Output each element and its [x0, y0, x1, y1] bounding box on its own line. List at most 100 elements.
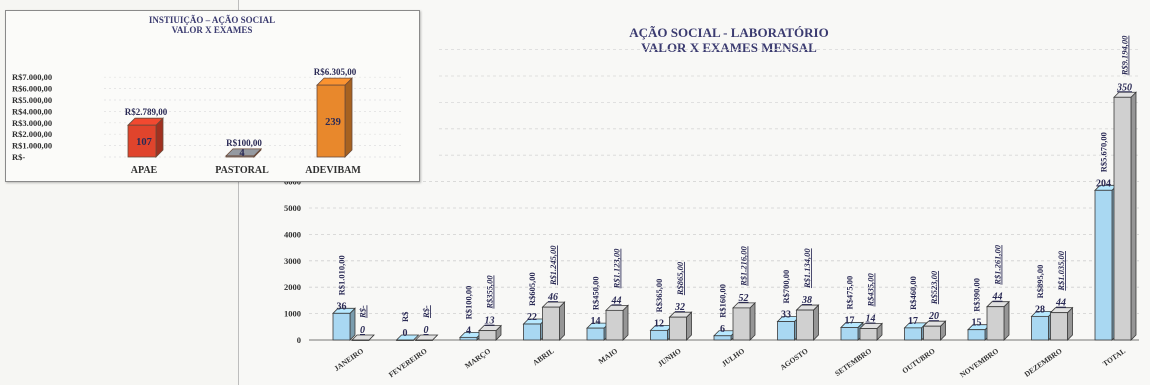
- valor-bar-side: [559, 301, 565, 341]
- institution-category-label: APAE: [131, 165, 158, 176]
- valor-count-label: 0: [360, 325, 365, 336]
- valor-bar: [605, 304, 629, 341]
- valor-bar-front: [478, 330, 497, 341]
- exames-value-label: R$1.010,00: [337, 255, 347, 295]
- valor-value-label: R$-: [358, 305, 368, 319]
- exames-bar-front: [459, 336, 478, 341]
- valor-bar-front: [796, 309, 814, 341]
- valor-bar: [1113, 91, 1137, 341]
- exames-count-label: 28: [1035, 304, 1045, 315]
- valor-bar-front: [732, 307, 751, 341]
- valor-bar-front: [669, 316, 687, 341]
- month-category-label: DEZEMBRO: [1023, 346, 1064, 379]
- y-tick-label: 2000: [284, 282, 301, 292]
- month-category-label: JANEIRO: [332, 346, 365, 373]
- valor-value-label: R$1.216,00: [739, 245, 749, 286]
- valor-count-label: 46: [547, 292, 558, 303]
- institution-value-label: R$6.305,00: [314, 67, 357, 77]
- valor-value-label: R$1.245,00: [548, 245, 558, 286]
- institution-bar: [316, 77, 353, 158]
- institution-bar-front: [225, 155, 255, 158]
- exames-value-label: R$: [400, 311, 410, 322]
- exames-count-label: 36: [337, 301, 347, 312]
- exames-bar: [332, 307, 356, 341]
- valor-bar-side: [1003, 300, 1010, 341]
- exames-value-label: R$365,00: [654, 279, 664, 313]
- exames-bar-front: [586, 327, 605, 341]
- main-title-line2: VALOR X EXAMES MENSAL: [641, 40, 817, 55]
- valor-count-label: 20: [928, 311, 939, 322]
- exames-bar-front: [332, 312, 351, 341]
- exames-count-label: 17: [845, 315, 855, 326]
- month-category-label: NOVEMBRO: [958, 346, 1000, 379]
- inset-y-tick-label: R$4.000,00: [12, 106, 52, 116]
- valor-bar: [1049, 306, 1074, 341]
- valor-count-label: 44: [1055, 298, 1066, 309]
- exames-bar-front: [713, 335, 732, 341]
- y-tick-label: 5000: [284, 203, 301, 213]
- exames-bar-front: [650, 329, 668, 341]
- exames-value-label: R$390,00: [972, 278, 982, 312]
- valor-count-label: 14: [866, 314, 876, 325]
- institution-category-label: ADEVIBAM: [305, 165, 361, 176]
- exames-bar-front: [904, 327, 922, 341]
- valor-bar-side: [1067, 306, 1073, 341]
- exames-bar-front: [840, 327, 859, 341]
- valor-bar-front: [351, 339, 370, 341]
- month-category-label: MARÇO: [463, 346, 492, 370]
- valor-bar-front: [1050, 312, 1068, 341]
- y-tick-label: 1000: [284, 309, 301, 319]
- valor-bar-front: [859, 328, 878, 341]
- valor-count-label: 13: [485, 316, 495, 327]
- exames-bar: [395, 334, 420, 341]
- institution-value-label: R$2.789,00: [125, 107, 168, 117]
- exames-count-label: 33: [781, 310, 791, 321]
- exames-count-label: 14: [591, 316, 601, 327]
- exames-bar: [649, 324, 674, 341]
- valor-bar: [541, 301, 566, 341]
- y-tick-label: 3000: [284, 256, 301, 266]
- valor-bar: [351, 334, 375, 341]
- exames-value-label: R$160,00: [718, 284, 728, 318]
- exames-count-label: 6: [720, 324, 725, 335]
- y-tick-label: 0: [297, 335, 301, 345]
- valor-value-label: R$865,00: [675, 261, 685, 296]
- exames-bar-top: [395, 334, 420, 341]
- exames-bar-front: [1094, 189, 1113, 341]
- valor-bar-front: [923, 325, 941, 341]
- valor-value-label: R$523,00: [929, 270, 939, 305]
- institution-exames-label: 239: [325, 117, 341, 128]
- exames-count-label: 204: [1096, 178, 1111, 189]
- month-category-label: SETEMBRO: [833, 346, 873, 378]
- valor-bar: [795, 304, 820, 341]
- valor-value-label: R$9.194,00: [1120, 35, 1130, 76]
- institution-bar-front: [127, 124, 157, 158]
- valor-count-label: 32: [674, 302, 685, 313]
- valor-bar: [986, 300, 1010, 341]
- valor-count-label: 350: [1116, 82, 1132, 93]
- exames-value-label: R$895,00: [1035, 265, 1045, 299]
- month-category-label: TOTAL: [1101, 346, 1127, 368]
- valor-bar-front: [605, 309, 624, 341]
- valor-count-label: 0: [424, 325, 429, 336]
- valor-bar: [732, 301, 756, 341]
- exames-count-label: 15: [972, 318, 982, 329]
- valor-value-label: R$1.035,00: [1056, 250, 1066, 291]
- valor-bar-side: [813, 304, 819, 341]
- y-tick-label: 4000: [284, 229, 301, 239]
- valor-value-label: R$355,00: [485, 275, 495, 310]
- exames-count-label: 0: [403, 328, 408, 339]
- institution-value-label: R$100,00: [226, 138, 262, 148]
- valor-count-label: 52: [739, 293, 749, 304]
- month-category-label: JULHO: [720, 346, 746, 368]
- exames-count-label: 17: [908, 316, 918, 327]
- month-category-label: ABRIL: [531, 346, 556, 367]
- exames-value-label: R$5.670,00: [1099, 132, 1109, 172]
- exames-bar-front: [523, 323, 541, 341]
- institution-bar-front: [316, 84, 346, 158]
- valor-bar-front: [542, 306, 560, 341]
- inset-y-tick-label: R$1.000,00: [12, 141, 52, 151]
- exames-value-label: R$100,00: [464, 286, 474, 320]
